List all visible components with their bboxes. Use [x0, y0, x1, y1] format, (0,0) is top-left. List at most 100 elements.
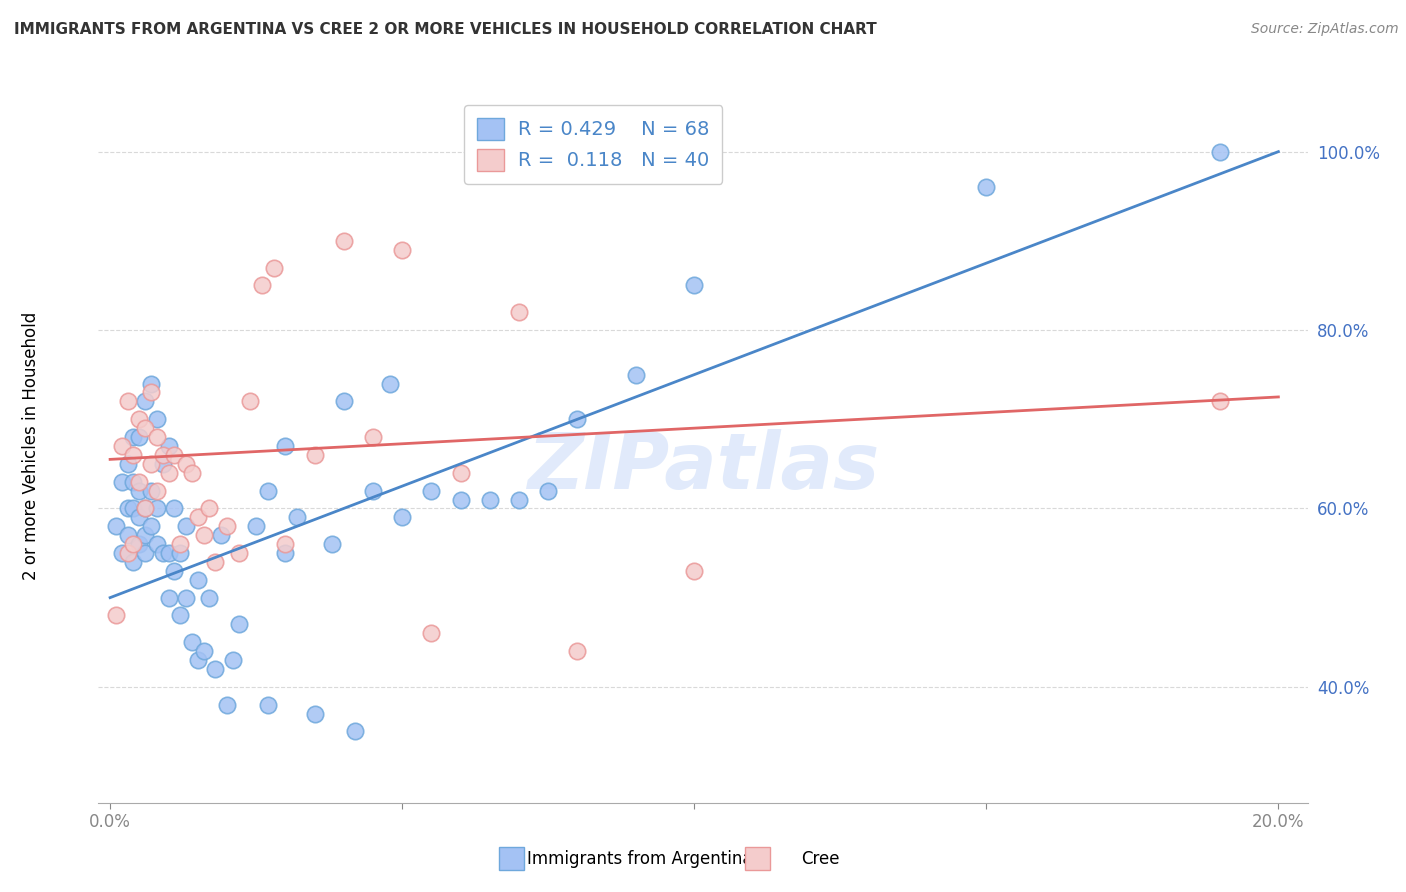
Point [157, 466, 180, 480]
Point [187, 510, 209, 524]
Point [683, 278, 706, 293]
Point [256, 483, 278, 498]
Point [111, 439, 134, 453]
Point [391, 243, 413, 257]
Point [420, 626, 443, 640]
Point [139, 519, 162, 533]
Point [344, 724, 367, 739]
Point [321, 537, 343, 551]
Point [222, 653, 245, 667]
Point [187, 573, 209, 587]
Point [420, 483, 443, 498]
Point [174, 591, 197, 605]
Point [508, 305, 530, 319]
Point [180, 466, 202, 480]
Point [215, 698, 238, 712]
Point [250, 278, 273, 293]
Point [204, 555, 226, 569]
Point [122, 555, 145, 569]
Point [361, 483, 384, 498]
Point [111, 546, 134, 560]
Point [478, 492, 501, 507]
Point [391, 510, 413, 524]
Point [204, 662, 226, 676]
Point [122, 430, 145, 444]
Point [104, 519, 127, 533]
Point [198, 591, 221, 605]
Point [624, 368, 647, 382]
Point [274, 439, 297, 453]
Point [169, 608, 191, 623]
Point [152, 457, 174, 471]
Point [139, 483, 162, 498]
Point [567, 644, 589, 658]
Point [187, 653, 209, 667]
Point [122, 448, 145, 462]
Point [146, 412, 169, 426]
Point [117, 457, 139, 471]
Point [1209, 145, 1232, 159]
Point [146, 501, 169, 516]
Point [139, 385, 162, 400]
Point [117, 501, 139, 516]
Point [304, 448, 326, 462]
Point [146, 430, 169, 444]
Point [198, 501, 221, 516]
Point [146, 537, 169, 551]
Text: Cree: Cree [801, 850, 839, 868]
Point [134, 528, 156, 542]
Point [146, 483, 169, 498]
Point [157, 591, 180, 605]
Point [128, 430, 150, 444]
Point [169, 546, 191, 560]
Point [263, 260, 285, 275]
Point [209, 528, 232, 542]
Point [683, 564, 706, 578]
Text: IMMIGRANTS FROM ARGENTINA VS CREE 2 OR MORE VEHICLES IN HOUSEHOLD CORRELATION CH: IMMIGRANTS FROM ARGENTINA VS CREE 2 OR M… [14, 22, 877, 37]
Point [134, 421, 156, 435]
Point [508, 492, 530, 507]
Point [117, 528, 139, 542]
Point [128, 475, 150, 489]
Point [134, 546, 156, 560]
Point [304, 706, 326, 721]
Point [239, 394, 262, 409]
Point [122, 501, 145, 516]
Text: 2 or more Vehicles in Household: 2 or more Vehicles in Household [22, 312, 39, 580]
Point [332, 394, 354, 409]
Point [134, 394, 156, 409]
Point [128, 412, 150, 426]
Point [128, 483, 150, 498]
Point [122, 537, 145, 551]
Point [274, 546, 297, 560]
Point [139, 457, 162, 471]
Point [174, 457, 197, 471]
Point [256, 698, 278, 712]
Point [193, 644, 215, 658]
Point [128, 537, 150, 551]
Point [134, 501, 156, 516]
Point [111, 475, 134, 489]
Point [152, 448, 174, 462]
Point [537, 483, 560, 498]
Point [450, 492, 472, 507]
Legend: R = 0.429    N = 68, R =  0.118   N = 40: R = 0.429 N = 68, R = 0.118 N = 40 [464, 105, 723, 184]
Point [228, 617, 250, 632]
Point [122, 475, 145, 489]
Point [117, 394, 139, 409]
Point [285, 510, 308, 524]
Point [567, 412, 589, 426]
Point [332, 234, 354, 248]
Point [215, 519, 238, 533]
Point [228, 546, 250, 560]
Point [361, 430, 384, 444]
Point [128, 510, 150, 524]
Point [193, 528, 215, 542]
Point [157, 546, 180, 560]
Point [450, 466, 472, 480]
Point [163, 448, 186, 462]
Point [174, 519, 197, 533]
Point [134, 501, 156, 516]
Point [1209, 394, 1232, 409]
Point [169, 537, 191, 551]
